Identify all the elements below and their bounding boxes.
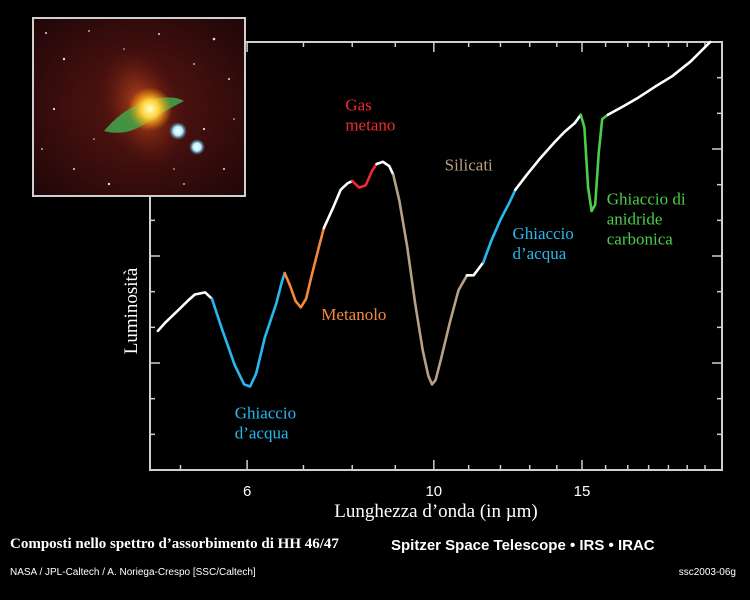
image-id: ssc2003-06g <box>678 567 736 578</box>
spectrum-segment-10 <box>514 113 583 191</box>
spectrum-segment-6 <box>375 160 395 176</box>
annotation-label-3: Gas <box>345 95 371 114</box>
spectrum-segment-7 <box>392 173 469 386</box>
chart-caption: Composti nello spettro d’assorbimento di… <box>10 536 339 552</box>
spectrum-segment-12 <box>606 40 712 117</box>
spectrum-segment-9 <box>482 188 517 264</box>
spectrum-segment-11 <box>579 113 610 213</box>
annotation-label-1: Ghiaccio <box>235 404 296 423</box>
annotation-label-1: d’acqua <box>235 424 289 443</box>
x-tick-label: 15 <box>574 483 591 500</box>
annotation-label-2: Metanolo <box>321 305 386 324</box>
spectrum-segment-2 <box>210 271 286 388</box>
y-axis-label: Luminosità <box>121 267 142 354</box>
credit-text: NASA / JPL-Caltech / A. Noriega-Crespo [… <box>10 567 256 578</box>
x-axis-label: Lunghezza d’onda (in µm) <box>334 501 538 522</box>
annotation-label-5: d’acqua <box>512 244 566 263</box>
x-tick-label: 10 <box>425 483 442 500</box>
annotation-label-6: Ghiaccio di <box>607 190 686 209</box>
annotation-label-4: Silicati <box>445 155 493 174</box>
instrument-caption: Spitzer Space Telescope • IRS • IRAC <box>391 537 655 554</box>
annotation-label-3: metano <box>345 115 395 134</box>
annotation-label-6: anidride <box>607 210 663 229</box>
spectrum-segment-3 <box>283 226 326 309</box>
nebula-image <box>32 17 246 197</box>
spectrum-segment-4 <box>322 179 354 230</box>
spectrum-segment-1 <box>156 291 214 333</box>
annotation-label-6: carbonica <box>607 230 674 249</box>
annotation-label-5: Ghiaccio <box>512 224 573 243</box>
x-tick-label: 6 <box>243 483 251 500</box>
spectrum-segment-5 <box>351 162 378 189</box>
spectrum-segment-8 <box>465 261 485 277</box>
